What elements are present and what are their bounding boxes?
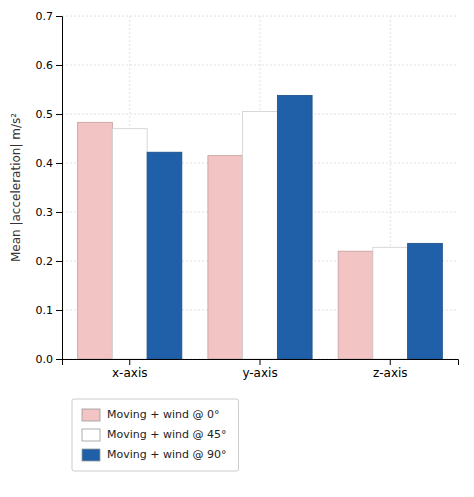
bar (78, 122, 113, 359)
bar (338, 251, 373, 359)
legend-frame (72, 399, 238, 471)
tick-mark (129, 359, 130, 365)
tick-mark (56, 261, 62, 262)
tick-mark (56, 114, 62, 115)
tick-label: 0.4 (36, 157, 54, 170)
y-axis: 0.0 0.1 0.2 0.3 0.4 0.5 0.6 0.7 (36, 10, 63, 366)
tick-mark (56, 16, 62, 17)
tick-mark (56, 163, 62, 164)
tick-label: y-axis (242, 366, 277, 380)
tick-label: 0.3 (36, 206, 54, 219)
tick-label: 0.7 (36, 10, 54, 23)
tick-label: 0.0 (36, 353, 54, 366)
legend-label: Moving + wind @ 90° (107, 448, 226, 461)
legend-item: Moving + wind @ 0° (82, 408, 219, 421)
tick-mark (56, 359, 62, 360)
tick-label: 0.2 (36, 255, 54, 268)
chart: 0.0 0.1 0.2 0.3 0.4 0.5 0.6 0.7 x-axis y-axis z-ax… (0, 0, 474, 497)
bar (208, 156, 243, 359)
tick-mark (56, 310, 62, 311)
x-axis: x-axis y-axis z-axis (63, 359, 459, 380)
tick: 0.2 (36, 255, 63, 268)
tick-mark (260, 359, 261, 365)
tick: y-axis (242, 359, 277, 380)
tick-label: 0.6 (36, 59, 54, 72)
legend-swatch (82, 429, 100, 441)
bar (147, 152, 182, 359)
tick: 0.5 (36, 108, 63, 121)
tick: 0.0 (36, 353, 63, 366)
tick-label: 0.1 (36, 304, 54, 317)
legend-item: Moving + wind @ 90° (82, 448, 226, 461)
tick: 0.6 (36, 59, 63, 72)
tick-label: x-axis (112, 366, 147, 380)
legend-item: Moving + wind @ 45° (82, 428, 226, 441)
tick: z-axis (373, 359, 408, 380)
bar (243, 112, 278, 359)
tick: 0.4 (36, 157, 63, 170)
tick: x-axis (112, 359, 147, 380)
legend-label: Moving + wind @ 0° (107, 408, 219, 421)
tick-label: 0.5 (36, 108, 54, 121)
y-axis-label: Mean |acceleration| m/s² (9, 113, 23, 262)
tick-mark (390, 359, 391, 365)
bars (78, 95, 443, 359)
bar (112, 129, 147, 359)
tick: 0.7 (36, 10, 63, 23)
tick: 0.3 (36, 206, 63, 219)
bar (408, 243, 443, 359)
tick: 0.1 (36, 304, 63, 317)
plot: 0.0 0.1 0.2 0.3 0.4 0.5 0.6 0.7 x-axis y-axis z-ax… (36, 10, 459, 380)
legend-label: Moving + wind @ 45° (107, 428, 226, 441)
tick-mark (56, 212, 62, 213)
bar (277, 95, 312, 359)
tick-label: z-axis (373, 366, 408, 380)
legend: Moving + wind @ 0° Moving + wind @ 45° Mov… (72, 399, 238, 471)
grid (62, 16, 458, 359)
tick-mark (56, 65, 62, 66)
legend-swatch (82, 449, 100, 461)
bar-series (112, 112, 407, 359)
bar-series (147, 95, 442, 359)
axis-line (56, 17, 63, 360)
axis-line (63, 360, 459, 366)
bar (373, 247, 408, 359)
bar-series (78, 122, 373, 359)
legend-swatch (82, 409, 100, 421)
